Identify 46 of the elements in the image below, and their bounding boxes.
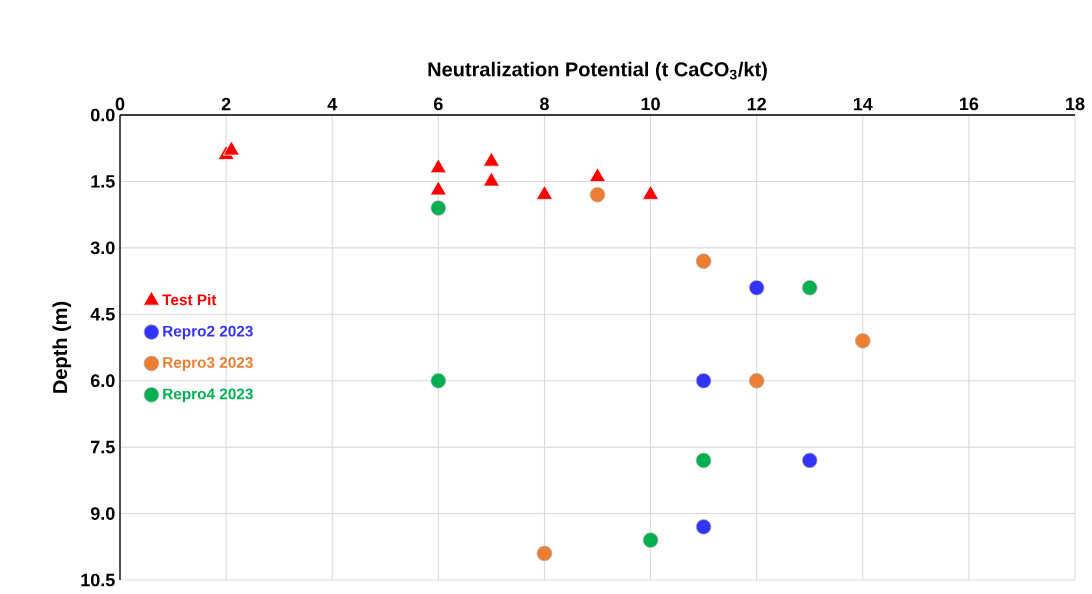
- point: [695, 372, 712, 389]
- point: [589, 186, 606, 203]
- x-tick-label: 4: [327, 97, 338, 111]
- point: [802, 279, 818, 296]
- point: [642, 184, 660, 200]
- x-tick-label: 10: [641, 97, 660, 111]
- point: [748, 279, 765, 296]
- x-tick-label: 2: [221, 97, 231, 111]
- point: [695, 519, 712, 535]
- point: [429, 158, 447, 174]
- y-axis-title: Depth (m): [52, 301, 72, 393]
- y-tick-label: 3.0: [90, 241, 115, 255]
- legend-label: Repro2 2023: [163, 325, 253, 340]
- point: [482, 171, 500, 187]
- x-tick-label: 12: [747, 97, 766, 111]
- x-tick-label: 16: [960, 97, 979, 111]
- y-tick-label: 6.0: [90, 374, 115, 388]
- y-tick-label: 10.5: [81, 573, 115, 587]
- point: [535, 184, 553, 200]
- point: [482, 151, 500, 167]
- point: [589, 167, 606, 183]
- point: [222, 140, 240, 156]
- point: [802, 452, 818, 469]
- point: [429, 180, 447, 196]
- point: [642, 532, 659, 548]
- legend-label: Test Pit: [162, 293, 217, 306]
- y-tick-label: 4.5: [90, 308, 115, 321]
- x-tick-label: 8: [540, 97, 549, 111]
- x-tick-label: 14: [853, 97, 873, 111]
- x-tick-label: 6: [434, 97, 443, 111]
- legend-label: Repro4 2023: [163, 388, 253, 403]
- point: [430, 372, 447, 389]
- x-tick-label: 0: [115, 97, 125, 111]
- y-tick-label: 9.0: [90, 507, 115, 520]
- point: [855, 333, 871, 349]
- x-axis-title: Neutralization Potential (t CaCO$_{3}$/kt): [428, 61, 767, 81]
- x-tick-label: 18: [1066, 97, 1085, 111]
- point: [536, 545, 553, 562]
- y-tick-label: 1.5: [91, 175, 115, 188]
- point: [430, 200, 447, 216]
- point: [748, 372, 765, 389]
- point: [695, 452, 712, 469]
- y-tick-label: 7.5: [91, 440, 115, 454]
- y-tick-label: 0.0: [90, 108, 115, 122]
- point: [695, 253, 712, 269]
- legend-label: Repro3 2023: [163, 357, 253, 371]
